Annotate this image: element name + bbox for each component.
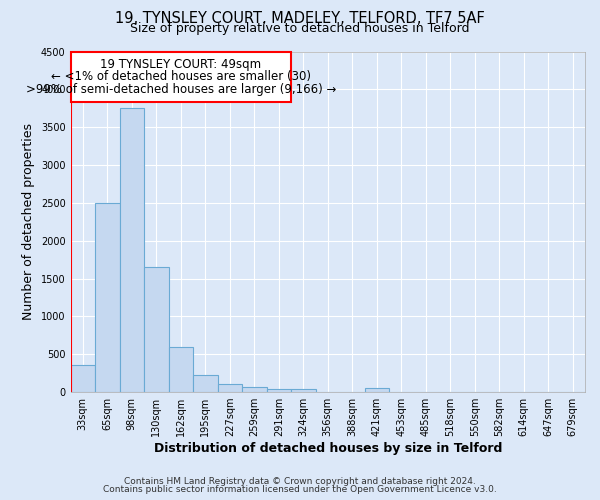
FancyBboxPatch shape [71,52,291,102]
Text: 19, TYNSLEY COURT, MADELEY, TELFORD, TF7 5AF: 19, TYNSLEY COURT, MADELEY, TELFORD, TF7… [115,11,485,26]
Text: Size of property relative to detached houses in Telford: Size of property relative to detached ho… [130,22,470,35]
Bar [365,388,389,392]
Bar [71,365,95,392]
Bar [193,374,218,392]
Bar [144,267,169,392]
Bar [266,389,291,392]
Bar [119,108,144,392]
Bar [242,387,266,392]
Text: Contains HM Land Registry data © Crown copyright and database right 2024.: Contains HM Land Registry data © Crown c… [124,477,476,486]
Bar [95,203,119,392]
Text: 19 TYNSLEY COURT: 49sqm: 19 TYNSLEY COURT: 49sqm [100,58,262,70]
Bar [291,389,316,392]
Bar [169,346,193,392]
Text: Contains public sector information licensed under the Open Government Licence v3: Contains public sector information licen… [103,485,497,494]
Text: ← <1% of detached houses are smaller (30): ← <1% of detached houses are smaller (30… [51,70,311,84]
Bar [218,384,242,392]
Text: >99% of semi-detached houses are larger (9,166) →: >99% of semi-detached houses are larger … [26,83,336,96]
X-axis label: Distribution of detached houses by size in Telford: Distribution of detached houses by size … [154,442,502,455]
Y-axis label: Number of detached properties: Number of detached properties [22,124,35,320]
